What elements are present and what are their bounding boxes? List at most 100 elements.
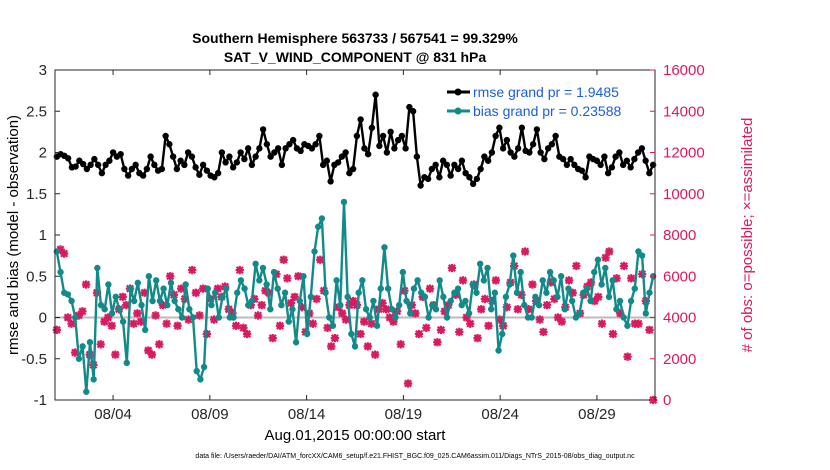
bias-point <box>215 314 223 321</box>
bias-point <box>200 363 208 371</box>
bias-point <box>204 285 211 292</box>
assimilated-marker <box>151 311 160 320</box>
assimilated-marker <box>370 350 380 359</box>
bias-point <box>64 291 72 298</box>
rmse-point <box>109 149 117 156</box>
bias-point <box>86 339 94 346</box>
assimilated-marker <box>144 346 153 355</box>
bias-point <box>307 293 315 301</box>
rmse-point <box>601 153 608 160</box>
rmse-point <box>424 175 432 183</box>
rmse-point <box>244 145 252 152</box>
bias-point <box>237 277 245 284</box>
assimilated-marker <box>568 288 577 297</box>
left-tick-label: 2 <box>39 145 47 162</box>
bias-point <box>292 339 300 346</box>
bias-point <box>348 330 355 338</box>
left-tick-label: 0 <box>39 310 47 327</box>
bias-point <box>153 277 160 284</box>
assimilated-marker <box>261 286 270 295</box>
rmse-point <box>64 155 72 162</box>
rmse-point <box>211 174 218 181</box>
rmse-point <box>518 124 526 131</box>
rmse-point <box>334 159 342 166</box>
assimilated-marker <box>627 274 636 283</box>
assimilated-marker <box>290 292 299 302</box>
bias-point <box>399 268 407 276</box>
bias-point <box>116 306 123 313</box>
assimilated-marker <box>275 321 285 330</box>
assimilated-marker <box>572 261 581 271</box>
bias-point <box>591 268 598 276</box>
rmse-point <box>282 145 289 152</box>
bias-point <box>576 310 583 317</box>
assimilated-marker <box>462 313 471 322</box>
rmse-point <box>143 165 151 173</box>
rmse-point <box>199 161 207 169</box>
bias-point <box>613 306 620 313</box>
bias-point <box>219 293 226 301</box>
rmse-point <box>466 174 473 181</box>
rmse-point <box>151 161 158 169</box>
bias-point <box>495 347 502 354</box>
bias-point <box>642 310 649 317</box>
assimilated-marker <box>433 338 442 347</box>
assimilated-marker <box>349 296 358 306</box>
bias-point <box>443 314 451 321</box>
bias-point <box>373 322 381 329</box>
assimilated-marker <box>623 352 632 361</box>
bias-point <box>594 256 602 263</box>
left-axis: -1 -0.5 0 0.5 1 1.5 2 2.5 3 <box>21 62 60 409</box>
assimilated-marker <box>539 327 548 337</box>
bias-point <box>487 306 495 313</box>
assimilated-marker <box>147 350 157 359</box>
rmse-point <box>383 149 391 156</box>
bias-point <box>296 297 303 305</box>
chart-title-line2: SAT_V_WIND_COMPONENT @ 831 hPa <box>224 49 487 65</box>
rmse-point <box>428 165 436 173</box>
bias-point <box>539 277 546 284</box>
x-tick-label: 08/29 <box>578 406 616 423</box>
bias-point <box>123 359 130 367</box>
assimilated-marker <box>389 317 398 326</box>
assimilated-marker <box>100 317 109 326</box>
rmse-point <box>98 169 106 177</box>
rmse-point <box>646 169 653 177</box>
bias-point <box>631 285 638 292</box>
bias-point <box>281 289 289 296</box>
rmse-point <box>173 165 181 173</box>
rmse-point <box>567 155 574 163</box>
assimilated-marker <box>312 294 321 304</box>
left-tick-label: -0.5 <box>21 351 47 368</box>
assimilated-marker <box>484 321 493 330</box>
assimilated-marker <box>645 325 654 335</box>
rmse-point <box>132 161 139 169</box>
rmse-point <box>612 153 619 160</box>
bias-point <box>506 281 513 288</box>
rmse-point <box>544 145 552 152</box>
bias-point <box>418 289 425 296</box>
legend: rmse grand pr = 1.9485 bias grand pr = 0… <box>447 84 621 119</box>
rmse-point <box>248 161 256 169</box>
rmse-point <box>496 124 503 131</box>
assimilated-marker <box>458 276 468 285</box>
right-tick-label: 0 <box>663 392 671 409</box>
rmse-point <box>271 149 278 156</box>
rmse-point <box>503 136 511 144</box>
bias-point <box>285 318 292 325</box>
rmse-point <box>619 161 627 169</box>
assimilated-marker <box>52 325 61 335</box>
bias-point <box>318 215 326 222</box>
rmse-point <box>387 128 394 136</box>
rmse-point <box>439 157 447 164</box>
bias-point <box>462 297 469 305</box>
bias-point <box>565 285 572 292</box>
bias-point <box>156 297 164 305</box>
assimilated-marker <box>378 298 387 308</box>
rmse-point <box>488 149 496 156</box>
rmse-point <box>454 165 462 173</box>
assimilated-marker <box>422 323 431 332</box>
assimilated-marker <box>122 300 131 310</box>
rmse-point <box>391 145 398 152</box>
bias-point <box>141 326 149 334</box>
